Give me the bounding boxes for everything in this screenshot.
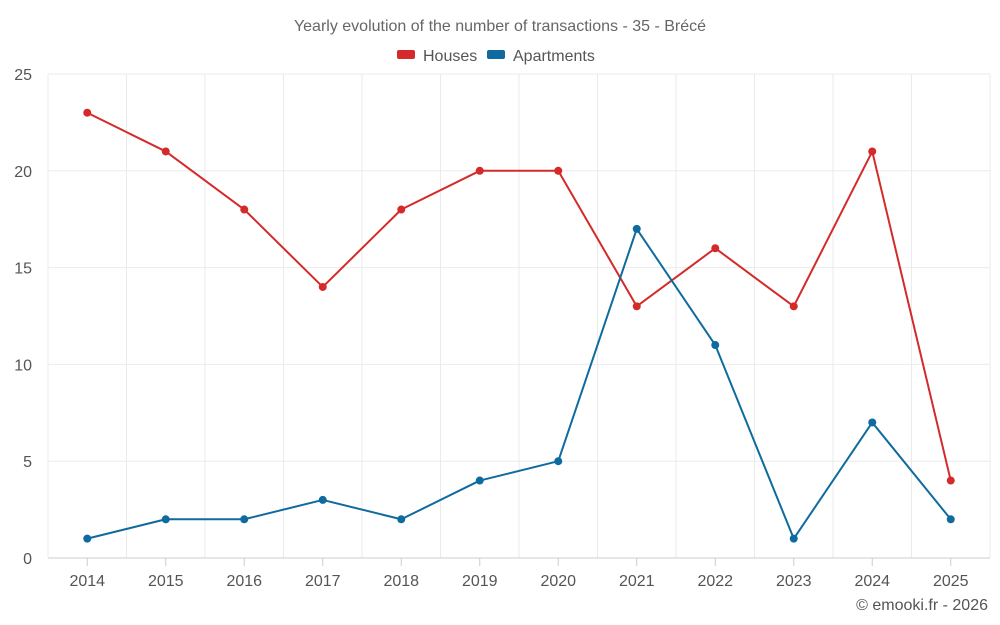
data-point-houses[interactable] [161, 147, 170, 156]
data-point-apartments[interactable] [397, 515, 406, 524]
data-point-apartments[interactable] [554, 457, 563, 466]
data-point-apartments[interactable] [83, 534, 92, 543]
y-tick-label: 25 [14, 67, 32, 84]
legend-swatch-apartments [487, 50, 505, 59]
series-line-houses [86, 111, 952, 481]
data-point-houses[interactable] [789, 302, 798, 311]
data-point-houses[interactable] [946, 476, 955, 485]
y-tick-label: 20 [14, 164, 32, 181]
series-houses [83, 108, 955, 485]
credit-text: © emooki.fr - 2026 [856, 597, 988, 614]
legend-item-apartments[interactable]: Apartments [487, 48, 595, 65]
data-point-apartments[interactable] [711, 341, 720, 350]
series-line-apartments [87, 227, 952, 540]
x-tick-label: 2016 [226, 573, 262, 590]
data-point-apartments[interactable] [475, 476, 484, 485]
legend-label-houses: Houses [423, 48, 477, 65]
x-tick-label: 2021 [619, 573, 655, 590]
x-tick-label: 2024 [854, 573, 890, 590]
data-point-houses[interactable] [475, 166, 484, 175]
data-point-houses[interactable] [632, 302, 641, 311]
data-point-apartments[interactable] [868, 418, 877, 427]
y-tick-label: 10 [14, 357, 32, 374]
y-tick-label: 5 [23, 454, 32, 471]
x-tick-label: 2018 [383, 573, 419, 590]
series-apartments [83, 224, 955, 543]
x-tick-label: 2015 [148, 573, 184, 590]
legend-label-apartments: Apartments [513, 48, 595, 65]
series-layer [83, 108, 955, 543]
data-point-houses[interactable] [554, 166, 563, 175]
legend-item-houses[interactable]: Houses [397, 48, 477, 65]
x-tick-label: 2023 [776, 573, 812, 590]
data-point-apartments[interactable] [161, 515, 170, 524]
x-tick-label: 2014 [69, 573, 105, 590]
legend-swatch-houses [397, 50, 415, 59]
data-point-houses[interactable] [397, 205, 406, 214]
data-point-apartments[interactable] [789, 534, 798, 543]
data-point-apartments[interactable] [946, 515, 955, 524]
x-tick-label: 2025 [933, 573, 969, 590]
legend[interactable]: Houses Apartments [397, 48, 595, 65]
data-point-houses[interactable] [240, 205, 249, 214]
x-tick-label: 2019 [462, 573, 498, 590]
data-point-apartments[interactable] [240, 515, 249, 524]
data-point-apartments[interactable] [318, 495, 327, 504]
x-tick-label: 2020 [540, 573, 576, 590]
data-point-houses[interactable] [711, 244, 720, 253]
data-point-houses[interactable] [868, 147, 877, 156]
data-point-houses[interactable] [318, 282, 327, 291]
grid [47, 73, 991, 558]
data-point-apartments[interactable] [632, 224, 641, 233]
y-tick-label: 15 [14, 261, 32, 278]
y-tick-label: 0 [23, 551, 32, 568]
chart-title: Yearly evolution of the number of transa… [294, 18, 706, 35]
x-tick-label: 2022 [697, 573, 733, 590]
x-tick-label: 2017 [305, 573, 341, 590]
data-point-houses[interactable] [83, 108, 92, 117]
